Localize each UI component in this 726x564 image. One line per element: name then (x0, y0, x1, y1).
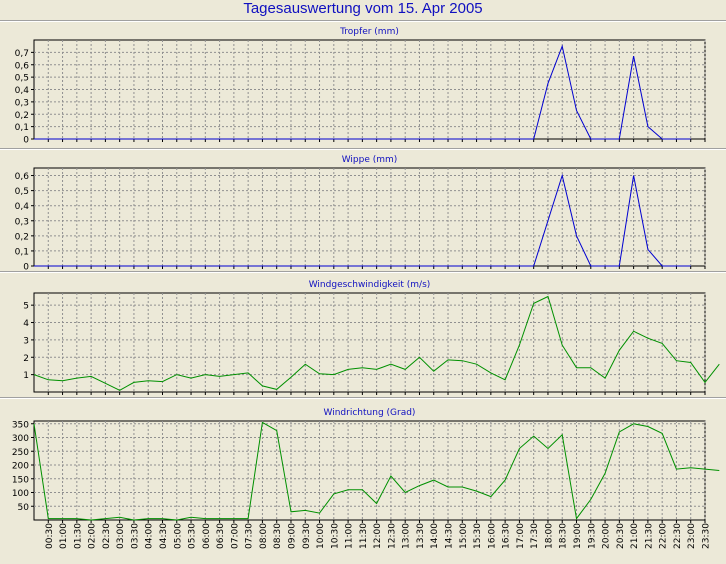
x-tick-label: 07:30 (245, 523, 255, 549)
y-tick-label: 100 (12, 489, 29, 499)
y-tick-label: 0,7 (15, 49, 29, 59)
x-tick-label: 17:30 (530, 523, 540, 549)
x-tick-label: 02:00 (88, 523, 98, 549)
y-tick-label: 0,1 (15, 247, 29, 257)
x-tick-label: 11:30 (359, 523, 369, 549)
x-tick-label: 08:00 (259, 523, 269, 549)
x-tick-label: 23:30 (702, 523, 712, 549)
y-tick-label: 0,4 (15, 86, 30, 96)
y-tick-label: 250 (12, 448, 29, 458)
x-tick-label: 18:00 (544, 523, 554, 549)
separator (0, 148, 726, 150)
y-tick-label: 0 (23, 263, 29, 273)
chart-panel-1: 0 0,1 0,2 0,3 0,4 0,5 0,6 0,7 Tropfer (mm) (15, 27, 706, 146)
x-tick-label: 02:30 (102, 523, 112, 549)
x-tick-label: 13:00 (402, 523, 412, 549)
x-tick-label: 01:30 (73, 523, 83, 549)
x-tick-label: 14:30 (445, 523, 455, 549)
x-tick-label: 20:30 (616, 523, 626, 549)
x-tick-label: 04:30 (159, 523, 169, 549)
y-tick-label: 5 (23, 302, 29, 312)
x-tick-label: 19:00 (573, 523, 583, 549)
y-tick-label: 0,5 (15, 187, 29, 197)
x-tick-label: 14:00 (430, 523, 440, 549)
chart-panel-4: 50 100 150 200 250 300 350 Windrichtung (Grad) (12, 408, 720, 523)
x-tick-label: 04:00 (145, 523, 155, 549)
x-tick-label: 00:30 (45, 523, 55, 549)
series-line (33, 295, 720, 391)
y-tick-label: 2 (23, 354, 29, 364)
y-tick-label: 4 (23, 319, 29, 329)
y-tick-label: 0,6 (15, 172, 30, 182)
x-tick-label: 12:30 (387, 523, 397, 549)
x-tick-label: 15:30 (473, 523, 483, 549)
x-tick-label: 09:00 (287, 523, 297, 549)
x-tick-label: 06:30 (216, 523, 226, 549)
chart-title: Wippe (mm) (342, 155, 398, 165)
x-tick-label: 01:00 (59, 523, 69, 549)
x-tick-label: 13:30 (416, 523, 426, 549)
y-tick-label: 0,6 (15, 61, 30, 71)
x-tick-label: 20:00 (602, 523, 612, 549)
series-line (34, 173, 691, 267)
x-tick-label: 21:00 (630, 523, 640, 549)
y-tick-label: 0,4 (15, 202, 30, 212)
x-tick-label: 12:00 (373, 523, 383, 549)
y-tick-label: 0,3 (15, 217, 29, 227)
x-tick-label: 15:00 (459, 523, 469, 549)
x-tick-label: 22:00 (659, 523, 669, 549)
x-tick-label: 10:30 (330, 523, 340, 549)
page-title: Tagesauswertung vom 15. Apr 2005 (243, 0, 483, 17)
series-line (34, 44, 691, 140)
chart-title: Windgeschwindigkeit (m/s) (309, 280, 431, 290)
y-tick-label: 150 (12, 475, 29, 485)
chart-title: Windrichtung (Grad) (324, 408, 416, 418)
separator (0, 397, 726, 399)
x-tick-label: 09:30 (302, 523, 312, 549)
x-tick-label: 21:30 (644, 523, 654, 549)
y-tick-label: 0,5 (15, 74, 29, 84)
x-tick-label: 10:00 (316, 523, 326, 549)
x-tick-label: 03:00 (116, 523, 126, 549)
y-tick-label: 0,2 (15, 111, 29, 121)
x-tick-label: 08:30 (273, 523, 283, 549)
y-tick-label: 0,1 (15, 123, 29, 133)
y-tick-label: 50 (18, 503, 30, 513)
separator (0, 20, 726, 22)
y-tick-label: 0,3 (15, 98, 29, 108)
x-tick-label: 16:30 (502, 523, 512, 549)
x-tick-label: 23:00 (687, 523, 697, 549)
x-tick-label: 17:00 (516, 523, 526, 549)
x-tick-label: 22:30 (673, 523, 683, 549)
chart-panel-2: 0 0,1 0,2 0,3 0,4 0,5 0,6 Wippe (mm) (15, 155, 706, 273)
y-tick-label: 300 (12, 434, 29, 444)
x-tick-label: 07:00 (230, 523, 240, 549)
x-tick-label: 05:00 (173, 523, 183, 549)
x-tick-label: 19:30 (587, 523, 597, 549)
separator (0, 271, 726, 273)
y-tick-label: 3 (23, 336, 29, 346)
y-tick-label: 0,2 (15, 232, 29, 242)
series-line (33, 421, 720, 521)
x-tick-label: 16:00 (487, 523, 497, 549)
y-tick-label: 350 (12, 420, 29, 430)
x-tick-label: 03:30 (130, 523, 140, 549)
x-axis-labels: 00:30 01:00 01:30 02:00 02:30 03:00 03:30 04:00… (45, 523, 712, 549)
x-tick-label: 18:30 (559, 523, 569, 549)
chart-panel-3: 1 2 3 4 5 Windgeschwindigkeit (m/s) (23, 280, 720, 395)
x-tick-label: 05:30 (188, 523, 198, 549)
y-tick-label: 200 (12, 462, 29, 472)
y-tick-label: 1 (23, 371, 29, 381)
x-tick-label: 06:00 (202, 523, 212, 549)
plot-frame (33, 420, 706, 521)
chart-title: Tropfer (mm) (339, 27, 399, 37)
x-tick-label: 11:00 (345, 523, 355, 549)
y-tick-label: 0 (23, 136, 29, 146)
